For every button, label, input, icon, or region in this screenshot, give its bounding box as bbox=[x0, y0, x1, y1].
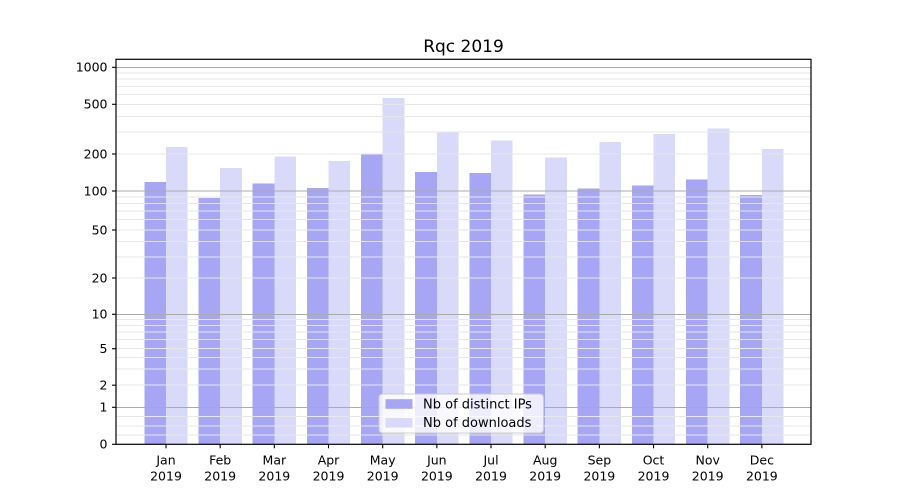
x-axis-tick-label-year: 2019 bbox=[638, 469, 670, 484]
y-axis-tick-label: 20 bbox=[92, 270, 108, 285]
bar-downloads-may bbox=[382, 97, 405, 445]
x-axis-tick-label-year: 2019 bbox=[258, 469, 290, 484]
bar-downloads-feb bbox=[220, 167, 242, 445]
plot-border bbox=[115, 58, 812, 445]
bar-downloads-jul bbox=[491, 140, 513, 445]
x-axis-tick-label-month: Sep bbox=[588, 453, 612, 468]
x-axis-tick-label-month: Aug bbox=[533, 453, 557, 468]
tick-labels-layer: 01251020501002005001000Jan2019Feb2019Mar… bbox=[76, 60, 778, 484]
legend-label-downloads: Nb of downloads bbox=[423, 416, 532, 431]
gridlines-layer bbox=[116, 66, 811, 436]
x-axis-tick-label-year: 2019 bbox=[583, 469, 615, 484]
bar-distinct-ips-may bbox=[360, 154, 383, 445]
legend-label-distinct-ips: Nb of distinct IPs bbox=[423, 397, 532, 412]
legend: Nb of distinct IPs Nb of downloads bbox=[378, 393, 544, 434]
bar-downloads-sep bbox=[599, 141, 622, 445]
y-axis-tick-label: 1 bbox=[100, 400, 108, 415]
x-axis-tick-label-month: Mar bbox=[263, 453, 287, 468]
x-axis-tick-label-year: 2019 bbox=[529, 469, 561, 484]
y-axis-tick-label: 50 bbox=[92, 222, 108, 237]
x-axis-tick-label-year: 2019 bbox=[692, 469, 724, 484]
x-axis-tick-label-year: 2019 bbox=[475, 469, 507, 484]
x-axis-tick-label-year: 2019 bbox=[313, 469, 345, 484]
bar-distinct-ips-feb bbox=[198, 198, 221, 445]
bar-distinct-ips-nov bbox=[686, 179, 708, 445]
y-axis-tick-label: 100 bbox=[84, 183, 108, 198]
bar-downloads-apr bbox=[328, 160, 351, 445]
bar-downloads-oct bbox=[653, 134, 676, 445]
y-axis-tick-label: 5 bbox=[100, 341, 108, 356]
bar-distinct-ips-jul bbox=[469, 173, 492, 445]
y-axis-tick-label: 2 bbox=[100, 378, 108, 393]
bar-distinct-ips-jun bbox=[415, 171, 437, 445]
y-axis-tick-label: 10 bbox=[92, 307, 108, 322]
y-axis-tick-label: 1000 bbox=[76, 60, 108, 75]
bar-downloads-jan bbox=[166, 147, 188, 445]
x-axis-tick-label-year: 2019 bbox=[746, 469, 778, 484]
bars-layer bbox=[144, 97, 784, 445]
x-axis-tick-label-month: Apr bbox=[318, 453, 340, 468]
bar-distinct-ips-sep bbox=[577, 188, 600, 445]
bar-distinct-ips-apr bbox=[306, 187, 329, 445]
x-axis-tick-label-year: 2019 bbox=[421, 469, 453, 484]
bar-distinct-ips-jan bbox=[144, 182, 166, 445]
x-axis-tick-label-month: Dec bbox=[750, 453, 774, 468]
bar-downloads-jun bbox=[436, 132, 459, 445]
x-axis-tick-label-year: 2019 bbox=[150, 469, 182, 484]
bar-downloads-nov bbox=[707, 128, 730, 445]
axes-layer bbox=[112, 58, 812, 449]
x-axis-tick-label-year: 2019 bbox=[367, 469, 399, 484]
y-axis-tick-label: 200 bbox=[84, 146, 108, 161]
legend-box bbox=[378, 393, 544, 434]
x-axis-tick-label-month: May bbox=[370, 453, 396, 468]
bar-distinct-ips-oct bbox=[631, 185, 654, 445]
bar-downloads-dec bbox=[761, 148, 784, 445]
x-axis-tick-label-month: Jun bbox=[426, 453, 447, 468]
x-axis-tick-label-year: 2019 bbox=[204, 469, 236, 484]
legend-swatch-downloads bbox=[385, 418, 413, 428]
x-axis-tick-label-month: Jan bbox=[155, 453, 175, 468]
legend-swatch-distinct-ips bbox=[385, 399, 413, 409]
x-axis-tick-label-month: Oct bbox=[643, 453, 665, 468]
y-axis-tick-label: 500 bbox=[84, 97, 108, 112]
bar-downloads-mar bbox=[274, 156, 297, 445]
x-axis-tick-label-month: Nov bbox=[695, 453, 720, 468]
x-axis-tick-label-month: Jul bbox=[482, 453, 498, 468]
x-axis-tick-label-month: Feb bbox=[209, 453, 231, 468]
bar-downloads-aug bbox=[545, 157, 567, 445]
y-axis-tick-label: 0 bbox=[100, 437, 108, 452]
chart-title: Rqc 2019 bbox=[423, 37, 504, 57]
